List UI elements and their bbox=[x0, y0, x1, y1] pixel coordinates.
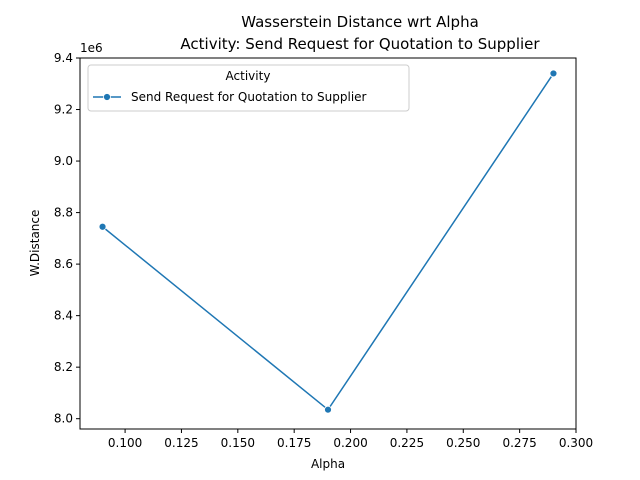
chart-title-line2: Activity: Send Request for Quotation to … bbox=[180, 35, 540, 53]
legend-marker-swatch bbox=[103, 93, 111, 101]
x-tick-label: 0.250 bbox=[446, 436, 480, 450]
plot-frame bbox=[79, 57, 577, 430]
legend-entry-label: Send Request for Quotation to Supplier bbox=[131, 90, 367, 104]
y-offset-label: 1e6 bbox=[80, 41, 103, 55]
x-axis-label: Alpha bbox=[311, 457, 345, 471]
y-tick-label: 8.8 bbox=[54, 206, 73, 220]
x-tick-label: 0.175 bbox=[277, 436, 311, 450]
series-line bbox=[102, 73, 555, 411]
x-tick-label: 0.150 bbox=[221, 436, 255, 450]
y-tick-label: 9.0 bbox=[54, 154, 73, 168]
y-tick-label: 9.2 bbox=[54, 103, 73, 117]
y-tick-label: 8.4 bbox=[54, 309, 73, 323]
x-tick-label: 0.275 bbox=[502, 436, 536, 450]
x-tick-label: 0.100 bbox=[108, 436, 142, 450]
x-axis: 0.100 0.125 0.150 0.175 0.200 0.225 0.250 0.275… bbox=[108, 429, 593, 450]
y-tick-label: 8.0 bbox=[54, 412, 73, 426]
y-axis-label: W.Distance bbox=[28, 210, 42, 277]
chart-title-line1: Wasserstein Distance wrt Alpha bbox=[241, 13, 479, 31]
x-tick-label: 0.125 bbox=[164, 436, 198, 450]
x-tick-label: 0.300 bbox=[559, 436, 593, 450]
x-tick-label: 0.200 bbox=[333, 436, 367, 450]
data-point bbox=[98, 222, 107, 231]
y-tick-label: 8.6 bbox=[54, 257, 73, 271]
series-layer bbox=[98, 69, 558, 414]
legend-box bbox=[87, 64, 410, 112]
data-point bbox=[549, 69, 558, 78]
y-tick-label: 9.4 bbox=[54, 51, 73, 65]
plot-area bbox=[79, 57, 577, 430]
y-tick-label: 8.2 bbox=[54, 360, 73, 374]
y-axis: 8.0 8.2 8.4 8.6 8.8 9.0 9.2 9.4 bbox=[54, 51, 80, 426]
legend: Activity Send Request for Quotation to S… bbox=[87, 64, 410, 112]
data-point bbox=[324, 405, 332, 414]
legend-title: Activity bbox=[226, 69, 271, 83]
x-tick-label: 0.225 bbox=[390, 436, 424, 450]
